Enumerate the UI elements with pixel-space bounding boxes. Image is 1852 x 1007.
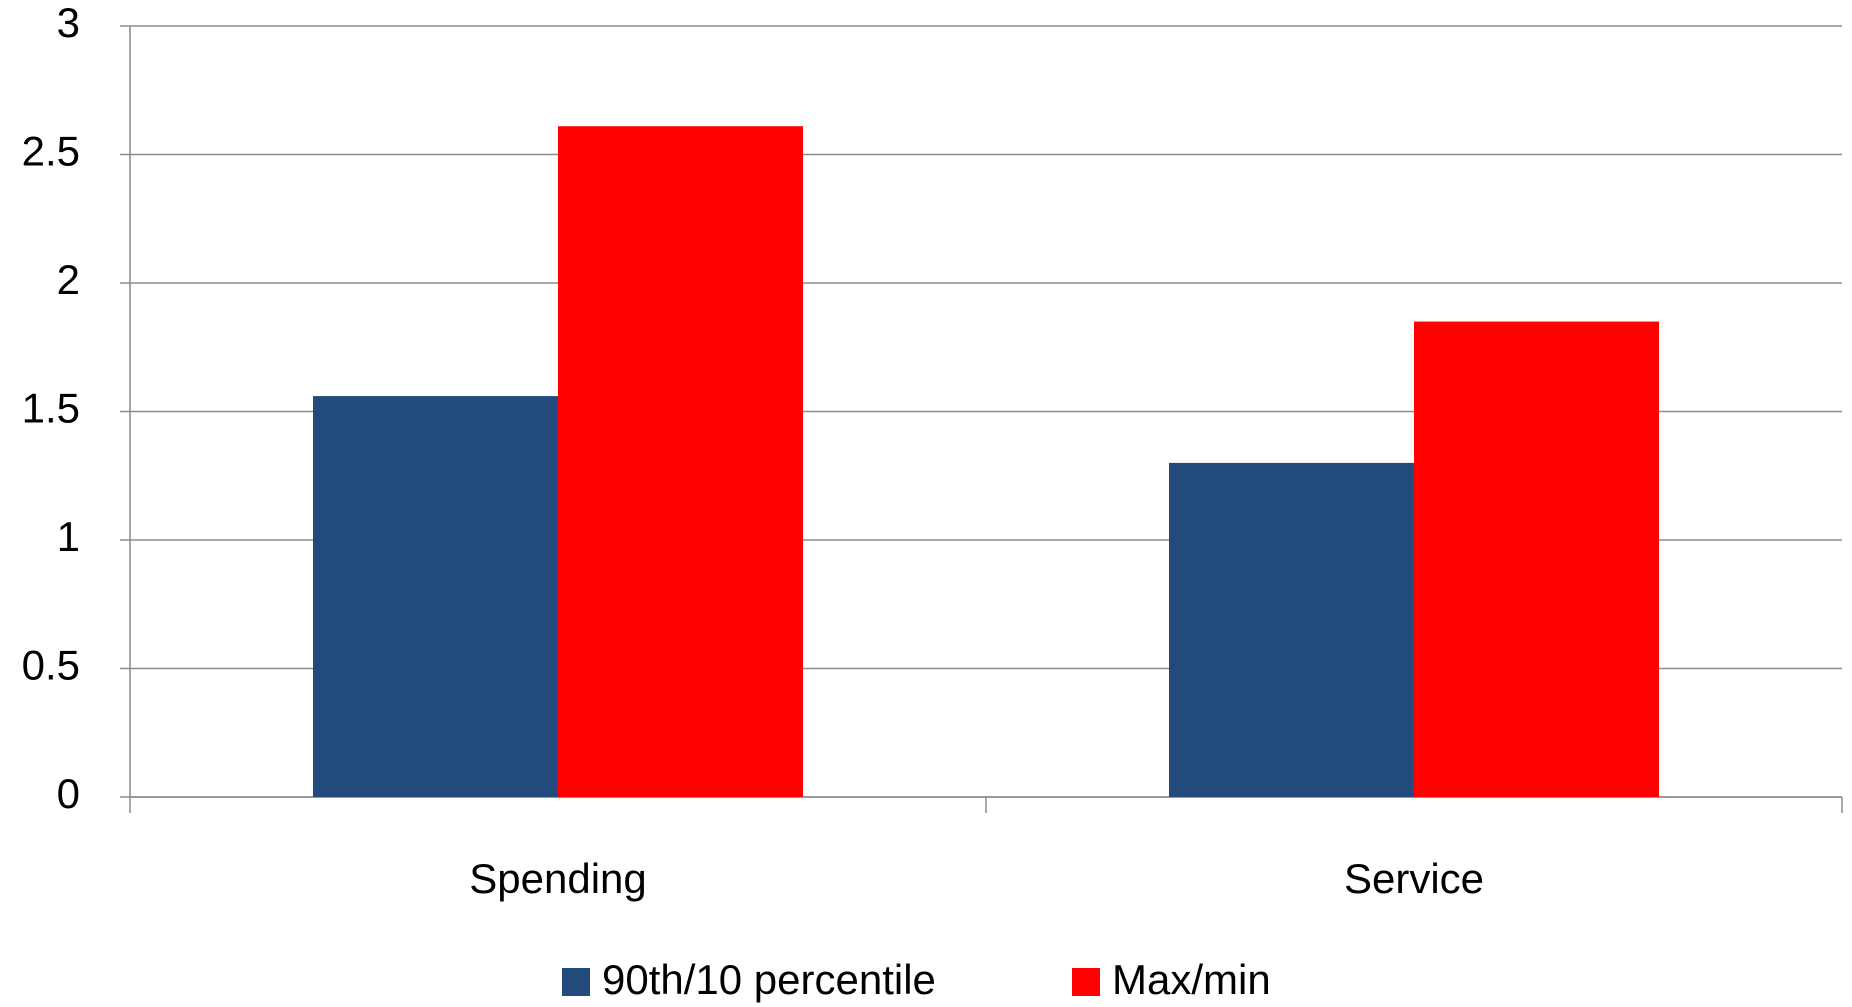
y-tick-label: 2 [57, 256, 80, 303]
y-tick-label: 2.5 [22, 128, 80, 175]
legend-swatch [562, 968, 590, 996]
y-tick-label: 3 [57, 0, 80, 46]
legend-swatch [1072, 968, 1100, 996]
bar [1414, 321, 1659, 797]
x-tick-label: Service [1344, 855, 1484, 902]
bar [313, 396, 558, 797]
y-tick-label: 1.5 [22, 385, 80, 432]
x-tick-label: Spending [469, 855, 647, 902]
bar [558, 126, 803, 798]
y-tick-label: 0 [57, 770, 80, 817]
bar [1169, 462, 1414, 797]
legend-label: Max/min [1112, 956, 1271, 1003]
legend-label: 90th/10 percentile [602, 956, 936, 1003]
y-tick-label: 0.5 [22, 642, 80, 689]
y-tick-label: 1 [57, 513, 80, 560]
